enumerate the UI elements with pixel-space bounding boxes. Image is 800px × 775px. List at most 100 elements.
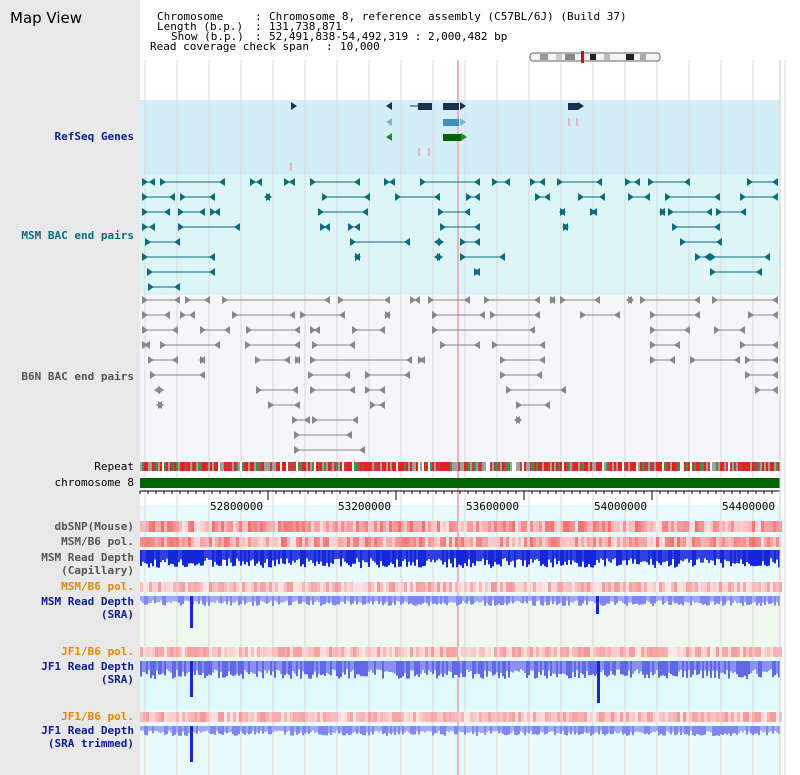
heat-cell	[599, 537, 602, 547]
heat-cell	[419, 537, 422, 547]
repeat-segment	[410, 462, 412, 471]
heat-cell	[239, 647, 242, 657]
heat-cell	[482, 537, 485, 547]
track-label-jf1-b6-pol-2[interactable]: JF1/B6 pol.	[61, 710, 134, 723]
msm-pair-end	[474, 193, 480, 201]
depth-bar	[588, 726, 590, 733]
heat-cell	[398, 712, 401, 722]
repeat-segment	[456, 462, 458, 471]
msm-pair-end	[142, 253, 148, 261]
track-label-msm-bac[interactable]: MSM BAC end pairs	[21, 229, 134, 242]
heat-cell	[572, 521, 575, 532]
heat-cell	[410, 521, 413, 532]
depth-bar	[208, 726, 210, 733]
track-label-dbsnp[interactable]: dbSNP(Mouse)	[54, 520, 134, 533]
depth-bar	[418, 550, 420, 568]
heat-cell	[737, 537, 740, 547]
heat-cell	[176, 537, 179, 547]
heat-cell	[362, 647, 365, 657]
heat-cell	[242, 647, 245, 657]
heat-cell	[299, 521, 302, 532]
heat-cell	[587, 712, 590, 722]
msm-pair-end	[142, 208, 148, 216]
depth-bar	[506, 550, 508, 562]
track-label-msm-depth-cap[interactable]: MSM Read Depth	[41, 551, 134, 564]
depth-bar	[534, 550, 536, 560]
depth-bar	[194, 661, 196, 675]
depth-bar	[704, 596, 706, 605]
depth-bar	[746, 726, 748, 735]
heat-cell	[323, 537, 326, 547]
track-label-jf1-depth-trim[interactable]: JF1 Read Depth	[41, 724, 134, 737]
track-label-msm-depth-sra[interactable]: MSM Read Depth	[41, 595, 134, 608]
depth-bar	[732, 726, 734, 734]
depth-bar	[348, 596, 350, 602]
heat-cell	[458, 582, 461, 592]
depth-bar	[380, 596, 382, 603]
depth-bar	[486, 726, 488, 732]
b6n-pair-end	[346, 431, 352, 439]
track-label-chromosome[interactable]: chromosome 8	[54, 476, 134, 489]
depth-bar	[246, 726, 248, 733]
depth-bar	[472, 661, 474, 679]
depth-bar	[394, 661, 396, 674]
heat-cell	[389, 712, 392, 722]
track-label-msm-b6-pol-2[interactable]: MSM/B6 pol.	[61, 580, 134, 593]
depth-bar	[388, 726, 390, 733]
depth-bar	[760, 596, 762, 606]
track-label-refseq[interactable]: RefSeq Genes	[54, 130, 134, 143]
track-label-msm-b6-pol[interactable]: MSM/B6 pol.	[61, 535, 134, 548]
depth-bar	[222, 661, 224, 678]
repeat-segment	[260, 462, 262, 471]
heat-cell	[188, 712, 191, 722]
heat-cell	[425, 712, 428, 722]
repeat-segment	[222, 462, 224, 471]
track-label-b6n-bac[interactable]: B6N BAC end pairs	[21, 370, 134, 383]
heat-cell	[206, 712, 209, 722]
heat-cell	[590, 537, 593, 547]
track-label-jf1-depth-sra[interactable]: JF1 Read Depth	[41, 660, 134, 673]
heat-cell	[257, 521, 260, 532]
depth-bar	[412, 661, 414, 671]
depth-bar	[530, 726, 532, 732]
heat-cell	[278, 647, 281, 657]
heat-cell	[389, 582, 392, 592]
heat-cell	[188, 647, 191, 657]
msm-pair-end	[492, 178, 498, 186]
gene-arrow	[460, 102, 466, 110]
heat-cell	[263, 521, 266, 532]
depth-bar	[446, 726, 448, 731]
depth-bar	[184, 661, 186, 677]
depth-bar	[692, 550, 694, 567]
depth-bar	[774, 550, 776, 564]
depth-bar	[236, 550, 238, 559]
depth-bar	[336, 661, 338, 677]
depth-bar	[204, 550, 206, 561]
repeat-segment	[220, 462, 222, 471]
heat-cell	[362, 582, 365, 592]
depth-bar	[494, 596, 496, 606]
depth-bar	[450, 661, 452, 672]
heat-cell	[740, 521, 743, 532]
heat-cell	[668, 537, 671, 547]
heat-cell	[569, 647, 572, 657]
depth-bar	[658, 726, 660, 736]
msm-pair-end	[354, 223, 360, 231]
track-label-jf1-b6-pol[interactable]: JF1/B6 pol.	[61, 645, 134, 658]
depth-bar	[600, 661, 602, 673]
depth-bar	[708, 726, 710, 732]
heat-cell	[626, 647, 629, 657]
depth-bar	[152, 596, 154, 601]
repeat-segment	[140, 462, 142, 471]
depth-bar	[550, 661, 552, 677]
depth-bar	[404, 550, 406, 560]
heat-cell	[701, 647, 704, 657]
heat-cell	[644, 521, 647, 532]
heat-cell	[395, 647, 398, 657]
heat-cell	[443, 647, 446, 657]
track-label-repeat[interactable]: Repeat	[94, 460, 134, 473]
depth-bar	[344, 596, 346, 604]
depth-bar	[562, 596, 564, 606]
depth-bar	[222, 596, 224, 604]
